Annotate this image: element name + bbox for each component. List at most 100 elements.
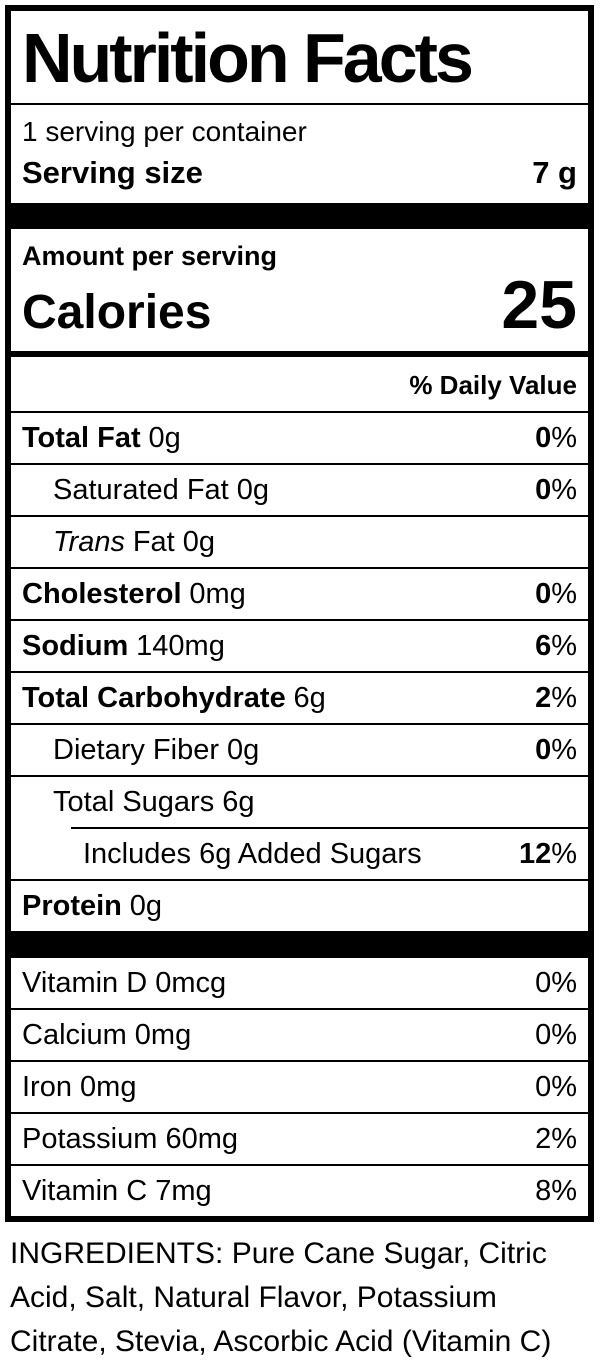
nutrient-amount: 0g [148,422,181,454]
calories-label: Calories [22,286,212,339]
row-dietary-fiber-dv: 0% [535,735,588,765]
row-vitamin-d: Vitamin D 0mcg 0% [11,958,588,1008]
row-sodium-dv: 6% [535,631,588,661]
dv-percent-sign: % [551,682,577,714]
nutrient-name-italic: Trans [53,526,125,558]
nutrient-text: Calcium 0mg [22,1019,192,1051]
row-potassium: Potassium 60mg 2% [11,1112,588,1164]
row-added-sugars: Includes 6g Added Sugars 12% [11,827,588,879]
nutrition-label-page: Nutrition Facts 1 serving per container … [0,5,600,1358]
dv-value: 0 [535,967,552,999]
nutrition-facts-title: Nutrition Facts [22,19,474,97]
row-calcium: Calcium 0mg 0% [11,1008,588,1060]
calories-divider [11,351,588,357]
row-vitamin-d-dv: 0% [535,968,588,998]
calories-value: 25 [501,267,577,343]
row-total-fat-text: Total Fat 0g [11,423,181,453]
row-total-fat: Total Fat 0g 0% [11,411,588,463]
row-cholesterol-text: Cholesterol 0mg [11,579,246,609]
dv-value: 0 [535,578,552,610]
nutrient-text: Dietary Fiber 0g [53,734,260,766]
row-saturated-fat-dv: 0% [535,475,588,505]
row-iron-dv: 0% [535,1072,588,1102]
row-sodium: Sodium 140mg 6% [11,619,588,671]
row-added-sugars-text: Includes 6g Added Sugars [11,839,422,869]
row-iron: Iron 0mg 0% [11,1060,588,1112]
serving-size-value: 7 g [532,155,577,190]
nutrient-amount: 6g [293,682,326,714]
dv-value: 0 [535,1019,552,1051]
row-potassium-dv: 2% [535,1124,588,1154]
row-vitamin-c-text: Vitamin C 7mg [11,1176,212,1206]
ingredients-statement: INGREDIENTS: Pure Cane Sugar, Citric Aci… [10,1237,552,1358]
dv-percent-sign: % [551,630,577,662]
row-calcium-dv: 0% [535,1020,588,1050]
dv-value: 0 [535,1071,552,1103]
dv-percent-sign: % [551,422,577,454]
nutrient-text: Saturated Fat 0g [53,474,270,506]
nutrient-amount: 0mg [189,578,246,610]
row-cholesterol-dv: 0% [535,579,588,609]
dv-value: 0 [535,734,552,766]
nutrient-rows: Total Fat 0g 0% Saturated Fat 0g 0% Trans… [11,411,588,931]
row-potassium-text: Potassium 60mg [11,1124,238,1154]
dv-value: 6 [535,630,552,662]
vitamin-rows: Vitamin D 0mcg 0% Calcium 0mg 0% Iron 0m… [11,958,588,1216]
dv-percent-sign: % [551,838,577,870]
nutrient-text: Vitamin C 7mg [22,1175,212,1207]
row-sodium-text: Sodium 140mg [11,631,225,661]
row-total-carbohydrate-dv: 2% [535,683,588,713]
thick-separator-bar-bottom [11,931,588,958]
row-iron-text: Iron 0mg [11,1072,136,1102]
nutrient-text: Vitamin D 0mcg [22,967,227,999]
dv-percent-sign: % [551,1019,577,1051]
nutrient-name: Total Carbohydrate [22,682,286,714]
dv-percent-sign: % [551,967,577,999]
servings-per-container: 1 serving per container [22,116,307,147]
row-total-fat-dv: 0% [535,423,588,453]
nutrient-text: Total Sugars 6g [53,786,255,818]
dv-value: 0 [535,422,552,454]
daily-value-header: % Daily Value [409,370,577,400]
row-saturated-fat: Saturated Fat 0g 0% [11,463,588,515]
serving-size-label: Serving size [22,155,203,190]
dv-percent-sign: % [551,474,577,506]
nutrient-name: Cholesterol [22,578,182,610]
dv-value: 12 [518,838,552,870]
row-vitamin-c-dv: 8% [535,1176,588,1206]
row-protein-text: Protein 0g [11,891,162,921]
dv-percent-sign: % [551,734,577,766]
row-calcium-text: Calcium 0mg [11,1020,191,1050]
nutrient-name: Sodium [22,630,129,662]
nutrient-text: Iron 0mg [22,1071,137,1103]
dv-value: 0 [535,474,552,506]
nutrient-amount: 140mg [136,630,225,662]
thick-separator-bar-top [11,203,588,229]
nutrient-text: Fat 0g [132,526,216,558]
dv-value: 2 [535,682,552,714]
row-total-sugars: Total Sugars 6g [11,775,588,827]
calories-row: Calories 25 [11,271,588,351]
dv-value: 2 [535,1123,552,1155]
row-protein: Protein 0g [11,879,588,931]
amount-per-serving-label: Amount per serving [22,241,278,271]
title-divider [11,103,588,105]
row-saturated-fat-text: Saturated Fat 0g [11,475,269,505]
row-total-sugars-text: Total Sugars 6g [11,787,255,817]
row-cholesterol: Cholesterol 0mg 0% [11,567,588,619]
row-total-carbohydrate-text: Total Carbohydrate 6g [11,683,326,713]
row-trans-fat-text: Trans Fat 0g [11,527,215,557]
row-total-carbohydrate: Total Carbohydrate 6g 2% [11,671,588,723]
nutrition-facts-panel: Nutrition Facts 1 serving per container … [5,5,594,1222]
row-dietary-fiber: Dietary Fiber 0g 0% [11,723,588,775]
row-dietary-fiber-text: Dietary Fiber 0g [11,735,259,765]
row-added-sugars-dv: 12% [519,839,588,869]
row-vitamin-c: Vitamin C 7mg 8% [11,1164,588,1216]
row-vitamin-d-text: Vitamin D 0mcg [11,968,226,998]
dv-percent-sign: % [551,1123,577,1155]
nutrient-amount: 0g [129,890,162,922]
dv-value: 8 [535,1175,552,1207]
nutrient-name: Protein [22,890,122,922]
row-trans-fat: Trans Fat 0g [11,515,588,567]
nutrient-text: Includes 6g Added Sugars [83,838,422,870]
